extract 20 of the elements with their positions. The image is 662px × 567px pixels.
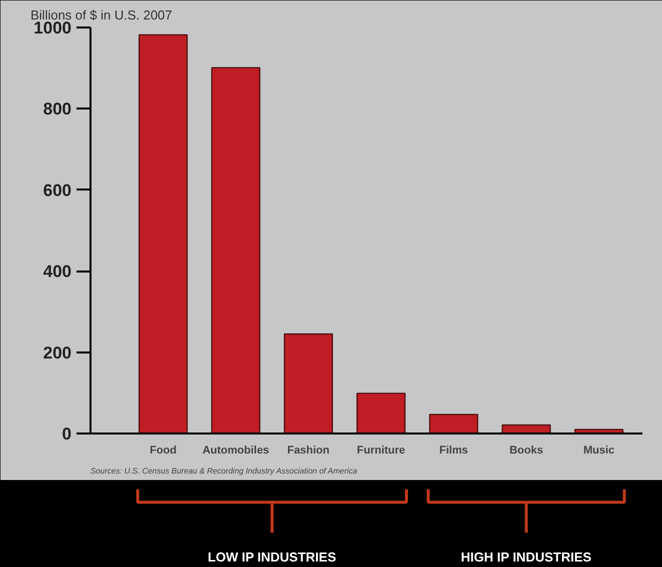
y-tick-label: 600 [43, 180, 72, 200]
y-tick-label: 0 [62, 424, 72, 444]
source-note: Sources: U.S. Census Bureau & Recording Industry Association of America [90, 466, 358, 476]
x-tick-label: Food [150, 444, 177, 456]
x-tick-label: Books [509, 444, 544, 456]
x-tick-label: Fashion [287, 444, 330, 456]
bar [429, 414, 478, 434]
x-tick-label: Films [439, 444, 468, 456]
text: HIGH IP INDUSTRIES [460, 550, 592, 565]
bar [138, 34, 188, 434]
x-tick-label: Music [583, 444, 615, 456]
bar [356, 392, 406, 434]
y-tick-label: 400 [43, 262, 72, 282]
text: LOW IP INDUSTRIES [208, 550, 336, 565]
y-tick-label: 200 [43, 343, 72, 362]
bar [284, 333, 333, 434]
y-tick-label: 800 [43, 100, 72, 119]
x-tick-label: Furniture [356, 444, 406, 456]
x-tick-label: Automobiles [202, 444, 270, 456]
bar [211, 67, 260, 434]
